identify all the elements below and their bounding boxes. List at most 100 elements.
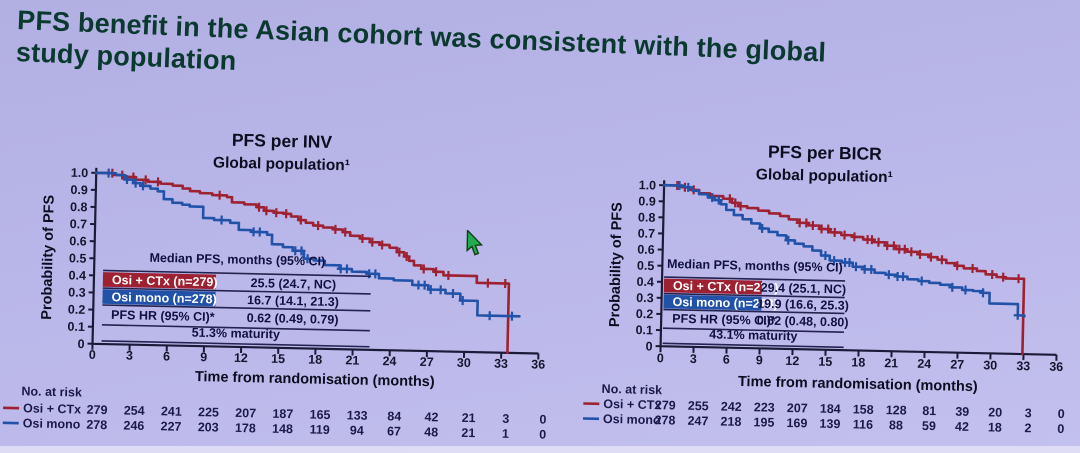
- stats-row-label: PFS HR (95% CI)*: [111, 308, 215, 324]
- risk-count: 242: [721, 400, 742, 414]
- stats-table: Median PFS, months (95% CI) Osi + CTx (n=…: [101, 251, 372, 348]
- stats-table: Median PFS, months (95% CI) Osi + CTx (n=…: [662, 257, 849, 349]
- stats-rule: [101, 340, 370, 348]
- chart-subtitle: Global population¹: [213, 154, 350, 174]
- x-tick-label: 30: [983, 358, 997, 372]
- risk-count: 178: [235, 421, 256, 435]
- risk-count: 279: [86, 403, 107, 417]
- risk-count: 42: [424, 410, 438, 424]
- censor-marks-osi-mono: [675, 181, 1022, 320]
- risk-count: 84: [387, 409, 401, 423]
- risk-count: 158: [853, 402, 874, 416]
- risk-count: 207: [787, 401, 808, 415]
- y-tick-label: 0.4: [636, 275, 654, 289]
- risk-count: 246: [123, 418, 144, 432]
- risk-count: 81: [922, 404, 936, 418]
- risk-count: 18: [988, 420, 1002, 434]
- y-axis-label: Probability of PFS: [607, 202, 626, 328]
- risk-count: 187: [272, 407, 293, 421]
- risk-count: 278: [86, 418, 107, 432]
- stats-row-label: Osi + CTx (n=279): [673, 279, 779, 295]
- osi-ctx-box: [663, 278, 763, 295]
- screen-bottom-edge: [0, 446, 1080, 453]
- x-tick-label: 3: [690, 352, 697, 366]
- y-tick-label: 0.7: [70, 217, 88, 231]
- y-tick-label: 0.4: [68, 268, 86, 282]
- risk-count: 48: [424, 425, 438, 439]
- y-axis-label: Probability of PFS: [39, 194, 58, 320]
- risk-count: 225: [198, 405, 219, 419]
- y-tick-label: 0.8: [638, 210, 656, 224]
- y-tick-label: 0.6: [69, 234, 87, 248]
- risk-count: 20: [988, 405, 1002, 419]
- risk-count: 119: [309, 423, 330, 437]
- risk-count: 218: [720, 415, 741, 429]
- stats-row-value: 29.4 (25.1, NC): [761, 281, 847, 297]
- km-chart-pfs-bicr: PFS per BICR Global population¹ 1.0 0.9 0.8 0…: [582, 141, 1065, 436]
- risk-count: 0: [539, 413, 546, 427]
- risk-count: 42: [955, 420, 969, 434]
- risk-count: 88: [889, 418, 903, 432]
- stats-row-label: Osi + CTx (n=279): [112, 273, 218, 289]
- km-curve-osi-mono: [94, 171, 521, 318]
- stats-header: Median PFS, months (95% CI): [149, 251, 325, 269]
- y-tick-label: 0.6: [637, 243, 655, 257]
- stats-row-label: Osi mono (n=278): [111, 290, 217, 306]
- risk-count: 21: [461, 426, 475, 440]
- risk-count: 148: [272, 422, 293, 436]
- x-tick-label: 27: [950, 358, 964, 372]
- stats-rule: [102, 287, 371, 295]
- x-tick-label: 6: [163, 349, 170, 363]
- risk-row-label: Osi mono: [603, 412, 661, 427]
- risk-row-label: Osi + CTx: [603, 397, 661, 412]
- risk-count: 0: [539, 428, 546, 442]
- risk-count: 133: [347, 408, 368, 422]
- risk-count: 1: [502, 427, 509, 441]
- stats-row-value: 19.9 (16.6, 25.3): [757, 297, 849, 313]
- x-tick-label: 15: [818, 355, 832, 369]
- risk-count: 184: [820, 402, 841, 416]
- slide-title: PFS benefit in the Asian cohort was cons…: [15, 4, 997, 108]
- risk-count: 279: [655, 398, 676, 412]
- risk-table-header: No. at risk: [601, 382, 662, 397]
- x-tick-label: 6: [723, 353, 730, 367]
- risk-count: 195: [753, 415, 774, 429]
- osi-mono-box: [663, 294, 762, 311]
- y-tick-label: 0.8: [70, 200, 88, 214]
- risk-count: 3: [1025, 406, 1032, 420]
- risk-count: 203: [198, 420, 219, 434]
- x-tick-label: 18: [851, 355, 865, 369]
- risk-count: 247: [687, 414, 708, 428]
- stats-row-label: Osi mono (n=278): [672, 295, 778, 311]
- risk-count: 165: [309, 408, 330, 422]
- stats-row-label: PFS HR (95% CI)*: [672, 312, 776, 328]
- risk-count: 278: [654, 413, 675, 427]
- stats-rule: [103, 269, 372, 278]
- x-tick-label: 36: [531, 357, 545, 371]
- x-tick-label: 12: [785, 354, 799, 368]
- risk-count: 139: [819, 417, 840, 431]
- risk-count: 21: [462, 411, 476, 425]
- y-tick-label: 0.2: [636, 307, 654, 321]
- mouse-cursor: [465, 228, 484, 258]
- stats-row-value: 16.7 (14.1, 21.3): [247, 293, 339, 309]
- risk-count: 0: [1057, 422, 1064, 436]
- stats-row-value: 0.62 (0.49, 0.79): [247, 311, 339, 327]
- x-tick-label: 3: [126, 349, 133, 363]
- stats-rule: [662, 327, 844, 333]
- osi-ctx-box: [102, 272, 217, 290]
- x-tick-label: 18: [308, 353, 322, 367]
- y-tick-label: 0.2: [68, 303, 86, 317]
- risk-count: 255: [688, 399, 709, 413]
- y-tick-label: 1.0: [639, 178, 657, 192]
- y-tick-label: 0.9: [70, 183, 88, 197]
- risk-count: 116: [853, 417, 874, 431]
- x-tick-label: 0: [89, 348, 96, 362]
- y-tick-label: 0.1: [635, 323, 653, 337]
- risk-count: 94: [350, 423, 364, 437]
- risk-count: 254: [124, 403, 145, 417]
